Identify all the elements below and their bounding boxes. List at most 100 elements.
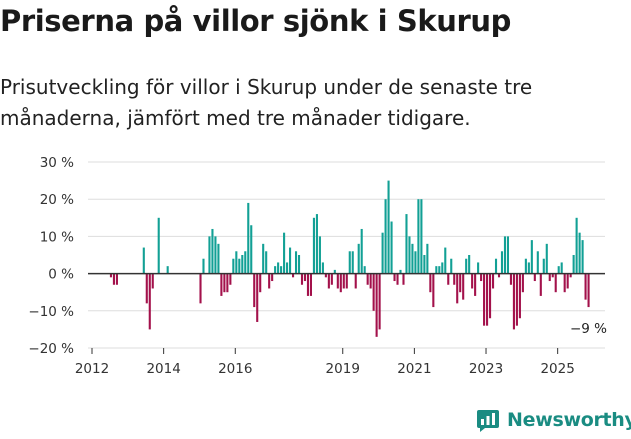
- bar-negative: [453, 273, 456, 285]
- bar-negative: [259, 273, 262, 293]
- bar-positive: [441, 262, 444, 274]
- bar-negative: [112, 273, 115, 285]
- bar-positive: [384, 199, 387, 274]
- bar-positive: [578, 232, 581, 274]
- bar-positive: [265, 251, 268, 274]
- bar-positive: [289, 247, 292, 274]
- bar-positive: [232, 258, 235, 274]
- bar-positive: [542, 258, 545, 274]
- bar-positive: [217, 243, 220, 274]
- bar-negative: [366, 273, 369, 285]
- bar-positive: [527, 262, 530, 274]
- bar-negative: [548, 273, 551, 282]
- bar-negative: [584, 273, 587, 300]
- bar-positive: [494, 258, 498, 274]
- bar-positive: [417, 199, 420, 274]
- bar-negative: [515, 273, 518, 326]
- bar-negative: [512, 273, 515, 330]
- bar-positive: [315, 214, 318, 274]
- x-tick-label: 2014: [146, 361, 180, 377]
- bar-negative: [462, 273, 465, 300]
- bar-positive: [214, 236, 217, 274]
- y-tick-label: −10 %: [28, 304, 74, 320]
- bar-positive: [250, 225, 253, 274]
- bar-positive: [208, 236, 211, 274]
- bar-positive: [238, 258, 241, 274]
- bar-positive: [399, 269, 402, 274]
- bar-negative: [253, 273, 256, 308]
- x-tick-label: 2016: [218, 361, 252, 377]
- bar-negative: [339, 273, 342, 293]
- bar-negative: [566, 273, 569, 289]
- brand-logo[interactable]: Newsworthy: [476, 408, 631, 432]
- bar-negative: [309, 273, 312, 296]
- bar-negative: [483, 273, 486, 326]
- y-tick-label: 0 %: [48, 267, 74, 283]
- bar-positive: [244, 251, 247, 274]
- bar-positive: [423, 255, 426, 274]
- bar-negative: [471, 273, 474, 289]
- chart-subtitle: Prisutveckling för villor i Skurup under…: [0, 75, 533, 130]
- y-tick-label: 20 %: [40, 192, 74, 208]
- bar-positive: [530, 240, 533, 274]
- bar-negative: [336, 273, 339, 289]
- bar-positive: [235, 251, 238, 274]
- bar-negative: [271, 273, 274, 282]
- bar-negative: [115, 273, 118, 285]
- bar-positive: [387, 180, 390, 274]
- bar-positive: [408, 236, 411, 274]
- bar-negative: [587, 273, 590, 308]
- bar-positive: [477, 262, 480, 274]
- bar-negative: [345, 273, 348, 289]
- x-axis: 2012 2014 2016 2019 2021 2023 2025: [75, 348, 575, 377]
- bar-positive: [524, 258, 527, 274]
- bar-negative: [480, 273, 483, 282]
- bar-negative: [109, 273, 113, 278]
- bar-positive: [357, 243, 360, 274]
- bar-negative: [148, 273, 151, 330]
- bar-negative: [372, 273, 375, 311]
- bar-positive: [286, 262, 289, 274]
- bar-negative: [518, 273, 521, 319]
- y-tick-label: 10 %: [40, 229, 74, 245]
- bar-positive: [444, 247, 447, 274]
- bar-negative: [229, 273, 232, 285]
- bar-negative: [303, 273, 307, 282]
- bar-negative: [402, 273, 405, 285]
- bar-positive: [202, 258, 205, 274]
- bar-series: [109, 180, 590, 337]
- bar-positive: [450, 258, 453, 274]
- bar-positive: [280, 266, 283, 274]
- bar-negative: [220, 273, 223, 296]
- bar-negative: [375, 273, 378, 337]
- bar-negative: [474, 273, 477, 296]
- bar-positive: [560, 262, 563, 274]
- newsworthy-logo-icon: [477, 410, 499, 432]
- bar-negative: [378, 273, 381, 330]
- bar-chart: 30 %20 %10 %0 %−10 %−20 % 2012 2014 2016 20…: [28, 155, 607, 377]
- x-tick-label: 2021: [397, 361, 431, 377]
- chart-title: Priserna på villor sjönk i Skurup: [0, 4, 512, 38]
- bar-negative: [327, 273, 330, 289]
- bar-positive: [166, 266, 169, 274]
- bar-positive: [262, 243, 265, 274]
- bar-positive: [414, 251, 417, 274]
- bar-negative: [497, 273, 501, 278]
- bar-negative: [569, 273, 572, 278]
- bar-negative: [554, 273, 557, 293]
- bar-positive: [500, 251, 504, 274]
- bar-negative: [521, 273, 524, 293]
- bar-negative: [151, 273, 154, 289]
- bar-negative: [226, 273, 229, 293]
- bar-positive: [545, 243, 548, 274]
- bar-negative: [539, 273, 542, 296]
- bar-positive: [572, 255, 575, 274]
- bar-negative: [563, 273, 566, 293]
- bar-positive: [312, 217, 315, 274]
- bar-positive: [318, 236, 321, 274]
- bar-negative: [223, 273, 226, 293]
- x-tick-label: 2019: [326, 361, 360, 377]
- bar-positive: [363, 266, 366, 274]
- bar-positive: [277, 262, 280, 274]
- bar-negative: [300, 273, 304, 285]
